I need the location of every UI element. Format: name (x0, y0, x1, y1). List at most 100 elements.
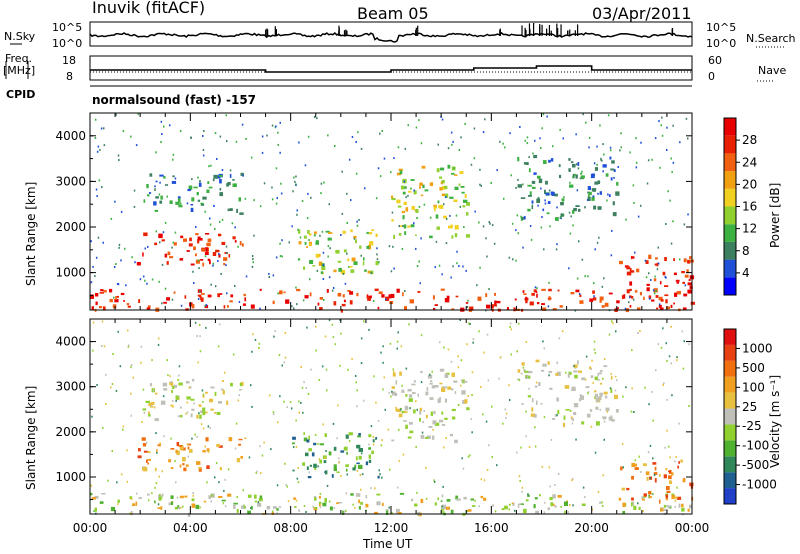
echo-cell (469, 306, 474, 311)
echo-cell (621, 443, 624, 446)
echo-cell (186, 411, 189, 414)
echo-cell (314, 506, 317, 510)
echo-cell (585, 121, 587, 124)
echo-cell (610, 372, 612, 375)
echo-cell (195, 259, 200, 264)
echo-cell (660, 124, 662, 127)
echo-cell (664, 446, 666, 449)
echo-cell (275, 125, 277, 128)
echo-cell (296, 209, 298, 212)
echo-cell (642, 510, 644, 513)
echo-cell (457, 366, 460, 369)
echo-cell (169, 382, 174, 386)
echo-cell (622, 395, 624, 398)
echo-cell (433, 479, 435, 482)
echo-cell (381, 294, 385, 298)
echo-cell (525, 410, 527, 413)
echo-cell (194, 321, 197, 324)
echo-cell (663, 504, 667, 508)
echo-cell (222, 390, 225, 395)
echo-cell (376, 247, 378, 250)
echo-cell (327, 255, 329, 258)
echo-cell (235, 422, 238, 425)
echo-cell (666, 306, 670, 310)
echo-cell (202, 450, 206, 453)
echo-cell (200, 259, 204, 261)
echo-cell (542, 363, 547, 367)
echo-cell (463, 199, 468, 203)
echo-cell (542, 340, 544, 343)
echo-cell (382, 361, 384, 364)
echo-cell (449, 196, 454, 199)
echo-cell (319, 503, 321, 507)
echo-cell (103, 127, 105, 130)
echo-cell (308, 239, 310, 241)
echo-cell (664, 505, 669, 507)
echo-cell (132, 503, 136, 507)
echo-cell (581, 377, 586, 381)
echo-cell (326, 389, 328, 392)
echo-cell (204, 391, 208, 394)
echo-cell (496, 169, 498, 172)
echo-cell (112, 353, 114, 355)
echo-cell (150, 405, 153, 408)
echo-cell (177, 415, 182, 418)
echo-cell (491, 405, 493, 408)
echo-cell (271, 124, 274, 127)
echo-cell (320, 271, 324, 274)
echo-cell (272, 274, 275, 277)
echo-cell (322, 502, 327, 507)
echo-cell (341, 303, 346, 307)
echo-cell (446, 295, 450, 299)
echo-cell (240, 381, 244, 386)
echo-cell (360, 362, 363, 365)
echo-cell (155, 230, 157, 233)
power-colorbar-swatch (724, 241, 736, 260)
echo-cell (626, 271, 632, 276)
echo-cell (440, 288, 445, 291)
echo-cell (284, 462, 286, 465)
echo-cell (530, 413, 535, 417)
echo-cell (570, 416, 573, 419)
echo-cell (468, 322, 470, 325)
echo-cell (129, 496, 133, 500)
echo-cell (163, 125, 165, 128)
echo-cell (552, 308, 557, 311)
velocity-colorbar-tick-label: -100 (742, 439, 769, 453)
velocity-colorbar-swatch (724, 376, 736, 393)
echo-cell (221, 169, 224, 171)
echo-cell (368, 443, 370, 446)
echo-cell (189, 237, 192, 242)
echo-cell (542, 307, 547, 311)
echo-cell (290, 407, 293, 410)
echo-cell (575, 438, 577, 441)
echo-cell (668, 475, 672, 480)
echo-cell (589, 298, 594, 302)
echo-cell (483, 479, 486, 482)
echo-cell (459, 319, 461, 321)
echo-cell (423, 203, 426, 206)
echo-cell (532, 152, 534, 155)
echo-cell (197, 361, 199, 364)
echo-cell (238, 394, 240, 397)
echo-cell (518, 475, 521, 478)
echo-cell (486, 333, 489, 336)
echo-cell (572, 504, 574, 507)
echo-cell (449, 214, 451, 217)
x-tick-label: 00:00 (73, 521, 108, 535)
echo-cell (358, 448, 363, 452)
echo-cell (573, 365, 575, 367)
echo-cell (615, 409, 619, 413)
echo-cell (515, 186, 517, 189)
echo-cell (368, 454, 371, 459)
echo-cell (172, 153, 175, 156)
echo-cell (155, 180, 158, 183)
echo-cell (337, 292, 342, 297)
echo-cell (594, 390, 597, 393)
echo-cell (408, 323, 410, 326)
echo-cell (669, 456, 671, 459)
echo-cell (127, 329, 129, 332)
power-colorbar-swatch (724, 135, 736, 154)
echo-cell (651, 158, 653, 161)
echo-cell (175, 395, 179, 400)
